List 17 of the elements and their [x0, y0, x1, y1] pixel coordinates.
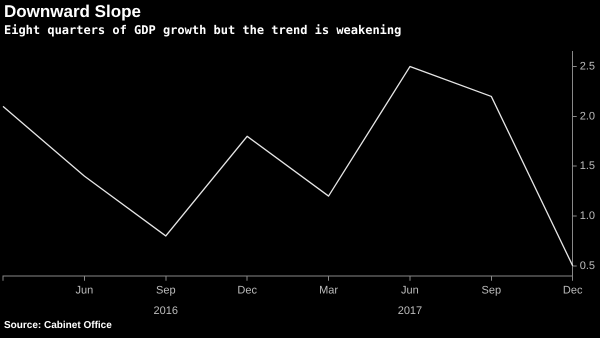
y-tick-label: 2.5: [580, 60, 596, 73]
text: 2016: [154, 305, 178, 317]
y-tick-label: 2.0: [580, 110, 596, 122]
y-tick-label: 0.5: [580, 260, 596, 272]
text: 2017: [398, 305, 422, 317]
y-tick-label: 1.0: [580, 210, 596, 222]
x-tick-label: Mar: [319, 284, 338, 296]
chart-title: Downward Slope: [4, 2, 141, 22]
source-note: Source: Cabinet Office: [4, 320, 112, 331]
x-tick-label: Jun: [401, 284, 419, 296]
y-tick-label: 1.5: [580, 160, 596, 172]
x-tick-label: Sep: [482, 284, 502, 296]
x-tick-label: Sep: [156, 284, 176, 296]
x-tick-label: Dec: [562, 284, 583, 296]
chart-subtitle: Eight quarters of GDP growth but the trend is weakening: [4, 23, 402, 37]
x-tick-label: Jun: [76, 284, 94, 296]
x-tick-label: Dec: [237, 284, 258, 296]
